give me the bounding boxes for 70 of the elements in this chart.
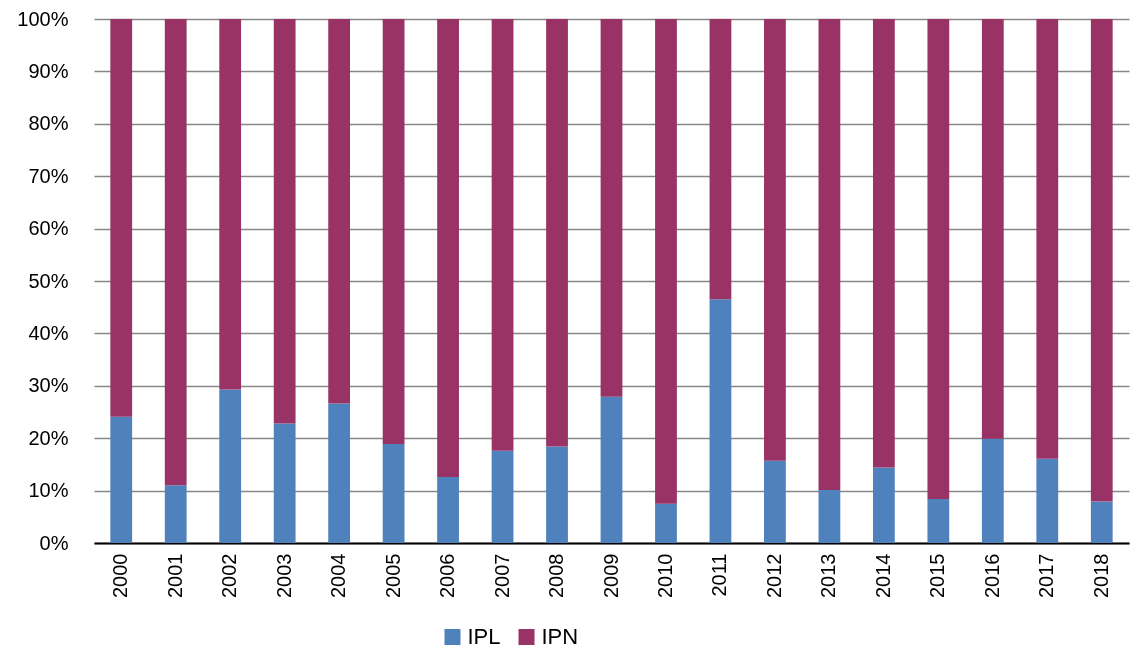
bar (981, 19, 1004, 439)
bar (764, 460, 786, 543)
y-tick-label: 40% (28, 321, 69, 344)
x-tick-label: 2018 (1089, 553, 1112, 598)
x-tick-label: 2012 (762, 553, 785, 598)
bar (328, 19, 351, 404)
bar (382, 443, 405, 543)
bar (709, 19, 732, 300)
x-tick-label: 2004 (327, 553, 350, 598)
bar (655, 503, 677, 543)
x-tick-label: 2015 (926, 553, 949, 598)
bar (546, 446, 568, 543)
x-tick-label: 2007 (490, 553, 513, 598)
x-tick-label: 2010 (653, 553, 676, 598)
y-tick-label: 30% (28, 374, 69, 397)
x-tick-label: 2002 (218, 553, 241, 598)
x-tick-label: 2017 (1035, 553, 1058, 598)
bar (927, 19, 950, 499)
bar (927, 498, 950, 543)
bar (437, 476, 459, 543)
bar (219, 389, 242, 543)
bar (764, 19, 786, 461)
bar (600, 19, 623, 397)
y-tick-label: 20% (28, 426, 69, 449)
bar (1090, 19, 1113, 502)
x-tick-label: 2006 (436, 553, 459, 598)
x-tick-label: 2005 (381, 553, 404, 598)
legend-label: IPN (541, 624, 579, 649)
bar (1090, 501, 1113, 543)
bar (1036, 19, 1059, 459)
bar (110, 416, 133, 543)
bar (981, 438, 1004, 543)
y-tick-label: 0% (39, 531, 69, 554)
bar (164, 485, 187, 543)
x-tick-label: 2013 (817, 553, 840, 598)
bar (273, 19, 296, 424)
y-tick-label: 60% (28, 217, 69, 240)
bar (328, 403, 351, 543)
bar (437, 19, 459, 477)
x-tick-label: 2001 (163, 553, 186, 598)
bar (382, 19, 405, 444)
legend-label: IPL (467, 624, 501, 649)
y-tick-label: 50% (28, 269, 69, 292)
x-tick-label: 2009 (599, 553, 622, 598)
bar (219, 19, 242, 390)
y-tick-label: 80% (28, 112, 69, 135)
bar (546, 19, 568, 447)
bar (818, 19, 841, 491)
x-tick-label: 2014 (871, 553, 894, 598)
bar (872, 467, 895, 543)
bar (872, 19, 895, 468)
x-tick-label: 2003 (272, 553, 295, 598)
y-tick-label: 90% (28, 59, 69, 82)
bar (164, 19, 187, 486)
bar (110, 19, 133, 417)
bar (709, 299, 732, 543)
x-tick-label: 2016 (980, 553, 1003, 598)
bar (818, 490, 841, 543)
bar (655, 19, 677, 504)
x-tick-label: 2000 (109, 553, 132, 598)
bar (1036, 458, 1059, 543)
y-tick-label: 70% (28, 164, 69, 187)
bar (600, 396, 623, 543)
x-tick-label: 2008 (545, 553, 568, 598)
x-tick-label: 2011 (708, 553, 731, 597)
bar (273, 423, 296, 543)
bar (491, 450, 514, 543)
bar (491, 19, 514, 451)
y-tick-label: 100% (17, 7, 69, 30)
y-tick-label: 10% (28, 479, 69, 502)
